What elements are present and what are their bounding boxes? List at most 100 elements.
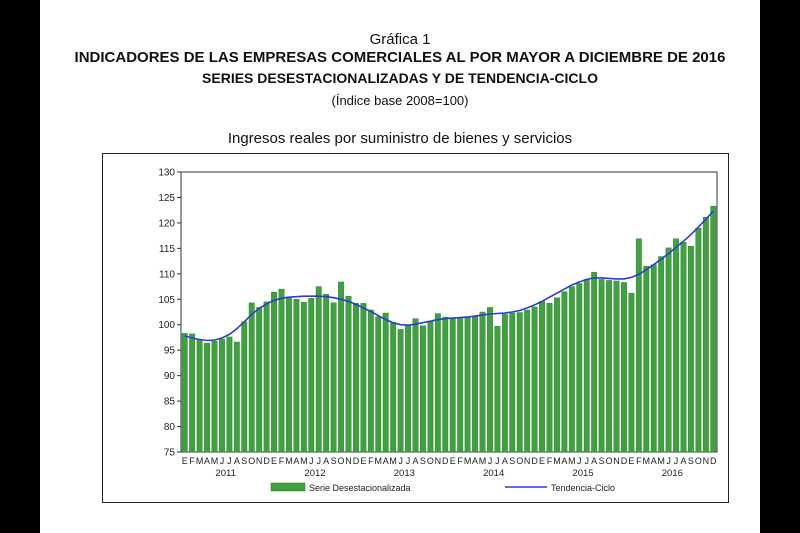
bar	[278, 288, 285, 453]
x-tick-label: J	[398, 456, 403, 466]
x-tick-label: J	[220, 456, 225, 466]
x-tick-label: F	[189, 456, 195, 466]
bar	[568, 286, 575, 453]
y-tick-label: 130	[158, 168, 175, 179]
x-tick-label: M	[568, 456, 576, 466]
bar	[680, 242, 687, 453]
bar	[181, 333, 188, 453]
bar	[457, 317, 464, 453]
x-tick-label: M	[553, 456, 561, 466]
x-tick-label: M	[285, 456, 293, 466]
x-tick-label: E	[271, 456, 277, 466]
x-tick-label: M	[389, 456, 397, 466]
bar	[330, 302, 337, 453]
trend-line	[184, 210, 714, 342]
figure-base-note: (Índice base 2008=100)	[331, 93, 469, 108]
bar	[531, 306, 538, 453]
bar	[233, 341, 240, 453]
bar	[524, 309, 531, 453]
bar	[472, 316, 478, 453]
x-tick-label: A	[234, 456, 240, 466]
bar	[434, 313, 441, 453]
y-tick-label: 90	[164, 371, 176, 382]
bar	[427, 321, 434, 453]
bar	[420, 325, 426, 453]
bar	[464, 316, 471, 453]
x-tick-label: D	[263, 456, 270, 466]
x-tick-label: A	[502, 456, 508, 466]
x-tick-label: M	[464, 456, 472, 466]
x-tick-label: D	[531, 456, 538, 466]
bar	[412, 318, 419, 453]
bar	[606, 280, 612, 453]
bar	[539, 301, 545, 453]
y-tick-label: 75	[164, 448, 176, 459]
bar	[353, 303, 359, 453]
x-tick-label: M	[643, 456, 651, 466]
year-label: 2016	[662, 468, 683, 479]
bar	[494, 326, 501, 453]
bar	[688, 246, 694, 453]
chart-frame: 75 80 85 90 95 100 105 110 115 120 125 130 E F M A M J J A S…	[102, 153, 729, 503]
x-tick-label: F	[457, 456, 463, 466]
chart-page: Gráfica 1 INDICADORES DE LAS EMPRESAS CO…	[40, 0, 760, 533]
x-tick-label: O	[695, 456, 702, 466]
bar	[375, 316, 382, 453]
x-tick-label: N	[524, 456, 531, 466]
bar	[226, 336, 233, 453]
bar	[613, 280, 620, 453]
bar	[300, 302, 307, 453]
bar	[196, 339, 203, 453]
x-tick-label: A	[591, 456, 597, 466]
year-label: 2011	[215, 468, 235, 479]
bar	[293, 299, 300, 453]
bar	[211, 340, 218, 453]
bar	[621, 282, 627, 453]
year-label: 2013	[394, 468, 415, 479]
y-tick-label: 115	[159, 244, 175, 255]
x-tick-label: N	[613, 456, 620, 466]
bar	[263, 301, 270, 453]
x-tick-label: A	[561, 456, 567, 466]
x-tick-label: E	[450, 456, 456, 466]
bar	[561, 291, 568, 453]
legend-line-label: Tendencia-Ciclo	[551, 483, 615, 493]
x-tick-label: O	[516, 456, 523, 466]
bar	[315, 286, 322, 453]
x-tick-label: M	[375, 456, 383, 466]
y-tick-label: 100	[158, 320, 175, 331]
bar	[583, 279, 590, 453]
bar	[382, 312, 389, 453]
x-tick-label: N	[256, 456, 263, 466]
x-tick-label: J	[309, 456, 314, 466]
x-tick-label: D	[353, 456, 360, 466]
x-tick-label: J	[495, 456, 500, 466]
bar	[628, 292, 635, 453]
x-tick-label: A	[680, 456, 686, 466]
bar	[487, 307, 493, 453]
bar	[449, 317, 456, 453]
x-tick-label: D	[442, 456, 449, 466]
bar	[665, 247, 672, 453]
bar	[598, 279, 605, 453]
x-tick-label: A	[293, 456, 299, 466]
x-tick-label: E	[628, 456, 634, 466]
bar	[345, 296, 352, 453]
x-tick-label: A	[383, 456, 389, 466]
bar	[367, 309, 374, 453]
y-tick-label: 95	[164, 346, 176, 357]
bar	[219, 338, 225, 453]
bar	[695, 227, 702, 453]
x-tick-label: A	[204, 456, 210, 466]
x-tick-label: N	[345, 456, 352, 466]
x-tick-label: M	[211, 456, 219, 466]
x-tick-label: N	[435, 456, 442, 466]
bar	[204, 342, 210, 453]
bar	[658, 256, 665, 453]
bar	[256, 307, 263, 453]
x-tick-label: F	[547, 456, 553, 466]
bar	[248, 302, 255, 453]
figure-subtitle: SERIES DESESTACIONALIZADAS Y DE TENDENCI…	[202, 70, 598, 86]
x-tick-label: O	[248, 456, 255, 466]
